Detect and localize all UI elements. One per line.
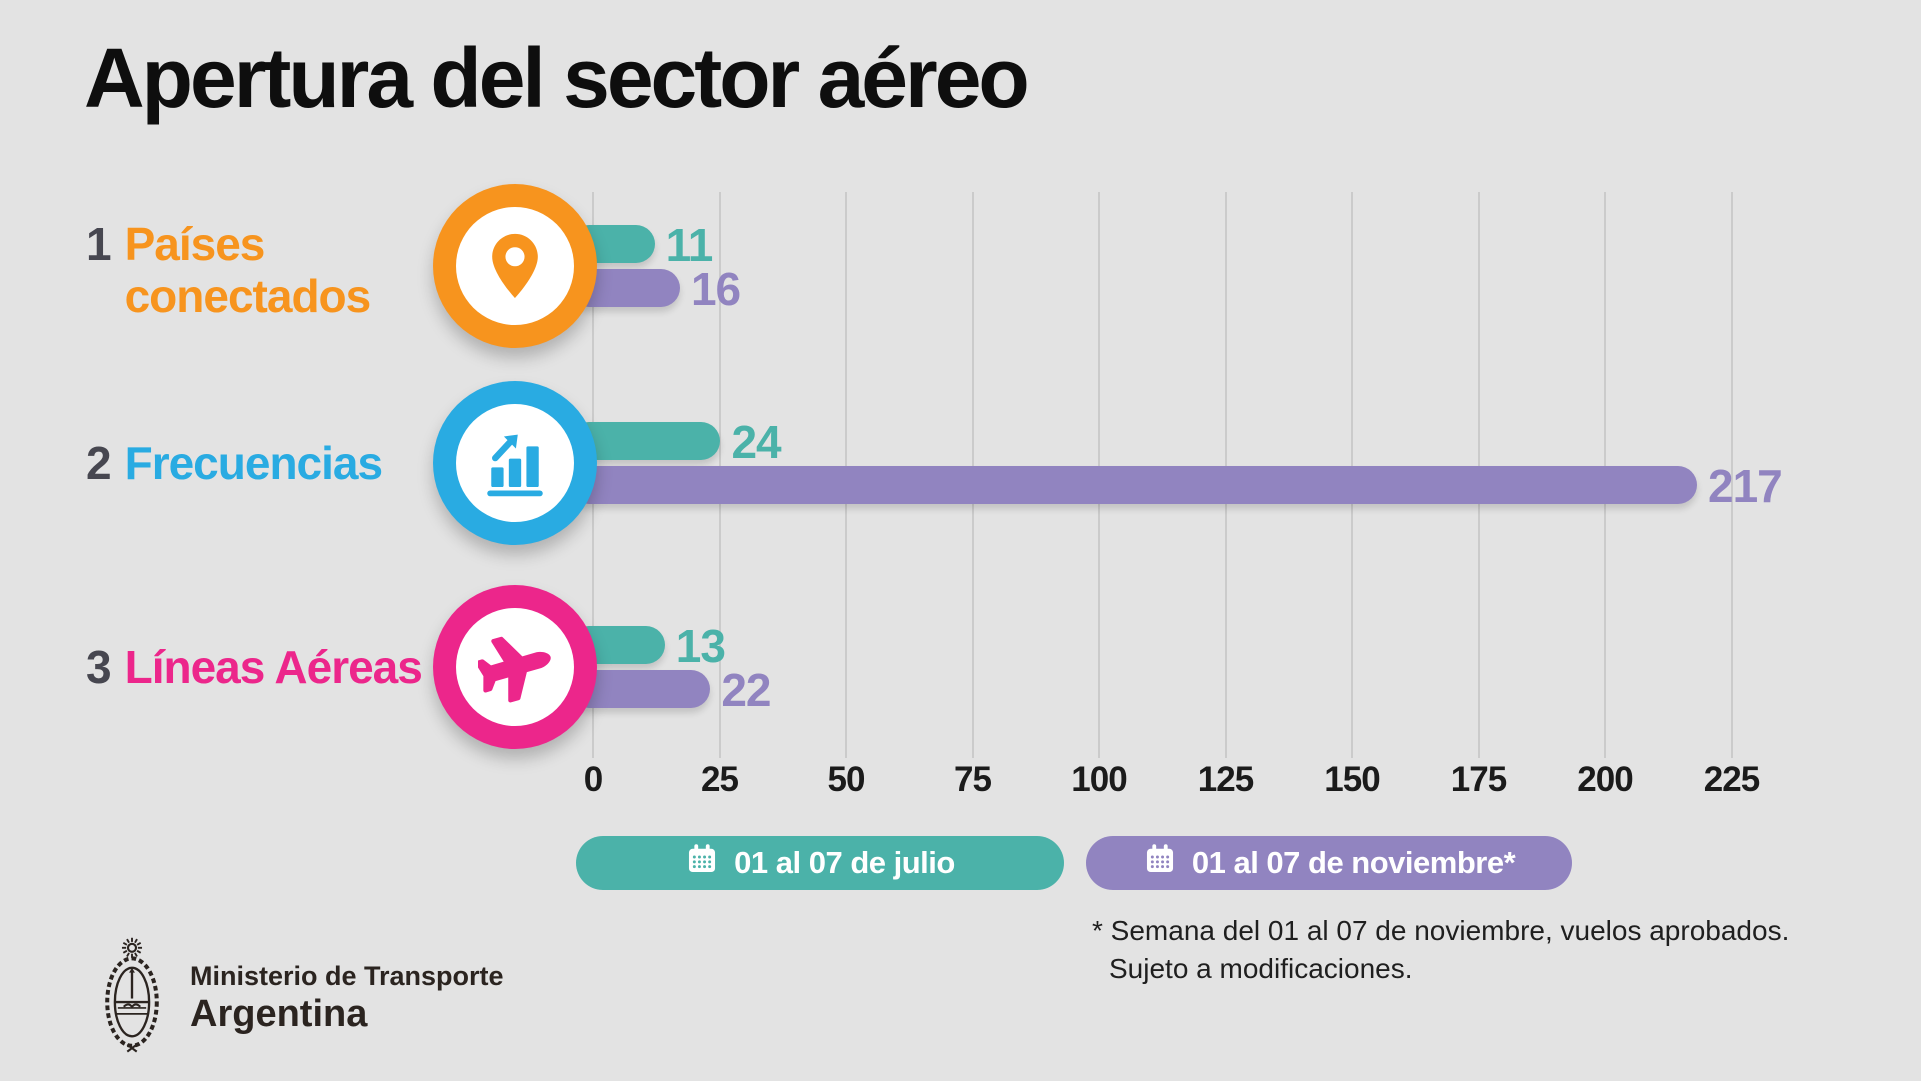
category-name: Líneas Aéreas bbox=[124, 641, 423, 693]
bar-chart-growth-icon bbox=[456, 404, 574, 522]
airplane-icon-badge bbox=[433, 585, 597, 749]
category-number: 3 bbox=[86, 641, 112, 693]
category-name: Frecuencias bbox=[124, 437, 383, 489]
bar-chart-growth-icon-badge bbox=[433, 381, 597, 545]
page-title: Apertura del sector aéreo bbox=[84, 31, 1030, 125]
legend-label-noviembre: 01 al 07 de noviembre* bbox=[1191, 845, 1516, 880]
x-tick-175: 175 bbox=[1450, 760, 1507, 799]
gridline-225 bbox=[1730, 192, 1733, 758]
ministry-footer: Ministerio de Transporte Argentina bbox=[96, 936, 504, 1059]
legend-item-julio: 01 al 07 de julio bbox=[576, 836, 1064, 890]
category-label: 3 Líneas Aéreas bbox=[86, 641, 423, 693]
x-tick-225: 225 bbox=[1703, 760, 1760, 799]
x-tick-200: 200 bbox=[1577, 760, 1633, 799]
legend-label-julio: 01 al 07 de julio bbox=[734, 845, 955, 880]
category-name: Países conectados bbox=[124, 218, 372, 322]
calendar-icon bbox=[685, 842, 719, 884]
x-tick-75: 75 bbox=[954, 760, 992, 799]
bar-value-julio: 24 bbox=[731, 416, 781, 468]
category-label: 1 Países conectados bbox=[86, 218, 372, 322]
bar-value-noviembre: 22 bbox=[721, 664, 771, 716]
argentina-coat-of-arms-logo bbox=[96, 936, 168, 1059]
airplane-icon bbox=[456, 608, 574, 726]
location-pin-icon bbox=[456, 207, 574, 325]
footnote-line-2: Sujeto a modificaciones. bbox=[1109, 953, 1413, 984]
calendar-icon bbox=[1143, 842, 1177, 884]
x-tick-0: 0 bbox=[583, 760, 603, 799]
x-tick-25: 25 bbox=[701, 760, 739, 799]
x-tick-50: 50 bbox=[827, 760, 866, 799]
bar-value-noviembre: 16 bbox=[690, 263, 741, 315]
location-pin-icon-badge bbox=[433, 184, 597, 348]
x-tick-100: 100 bbox=[1071, 760, 1127, 799]
bar-value-julio: 13 bbox=[675, 620, 726, 672]
x-tick-125: 125 bbox=[1197, 760, 1254, 799]
legend-item-noviembre: 01 al 07 de noviembre* bbox=[1086, 836, 1572, 890]
footnote-line-1: * Semana del 01 al 07 de noviembre, vuel… bbox=[1092, 915, 1790, 946]
bar-noviembre bbox=[570, 466, 1698, 504]
category-number: 2 bbox=[86, 437, 112, 489]
bar-value-noviembre: 217 bbox=[1708, 460, 1783, 512]
ministry-name: Ministerio de Transporte bbox=[190, 961, 504, 991]
footnote: * Semana del 01 al 07 de noviembre, vuel… bbox=[1092, 912, 1789, 988]
category-label: 2 Frecuencias bbox=[86, 437, 383, 489]
category-number: 1 bbox=[86, 218, 112, 270]
country-name: Argentina bbox=[190, 993, 368, 1035]
x-tick-150: 150 bbox=[1324, 760, 1380, 799]
bar-value-julio: 11 bbox=[665, 219, 714, 271]
